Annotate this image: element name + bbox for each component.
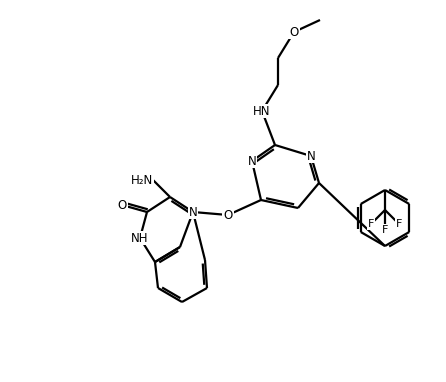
Text: O: O [223,209,233,222]
Text: O: O [117,199,127,212]
Text: F: F [368,219,374,229]
Text: F: F [396,219,402,229]
Text: N: N [189,206,198,219]
Text: H₂N: H₂N [131,173,153,186]
Text: N: N [248,154,256,167]
Text: NH: NH [131,231,149,244]
Text: N: N [307,149,315,162]
Text: F: F [382,225,388,235]
Text: HN: HN [253,105,271,118]
Text: O: O [289,26,299,39]
